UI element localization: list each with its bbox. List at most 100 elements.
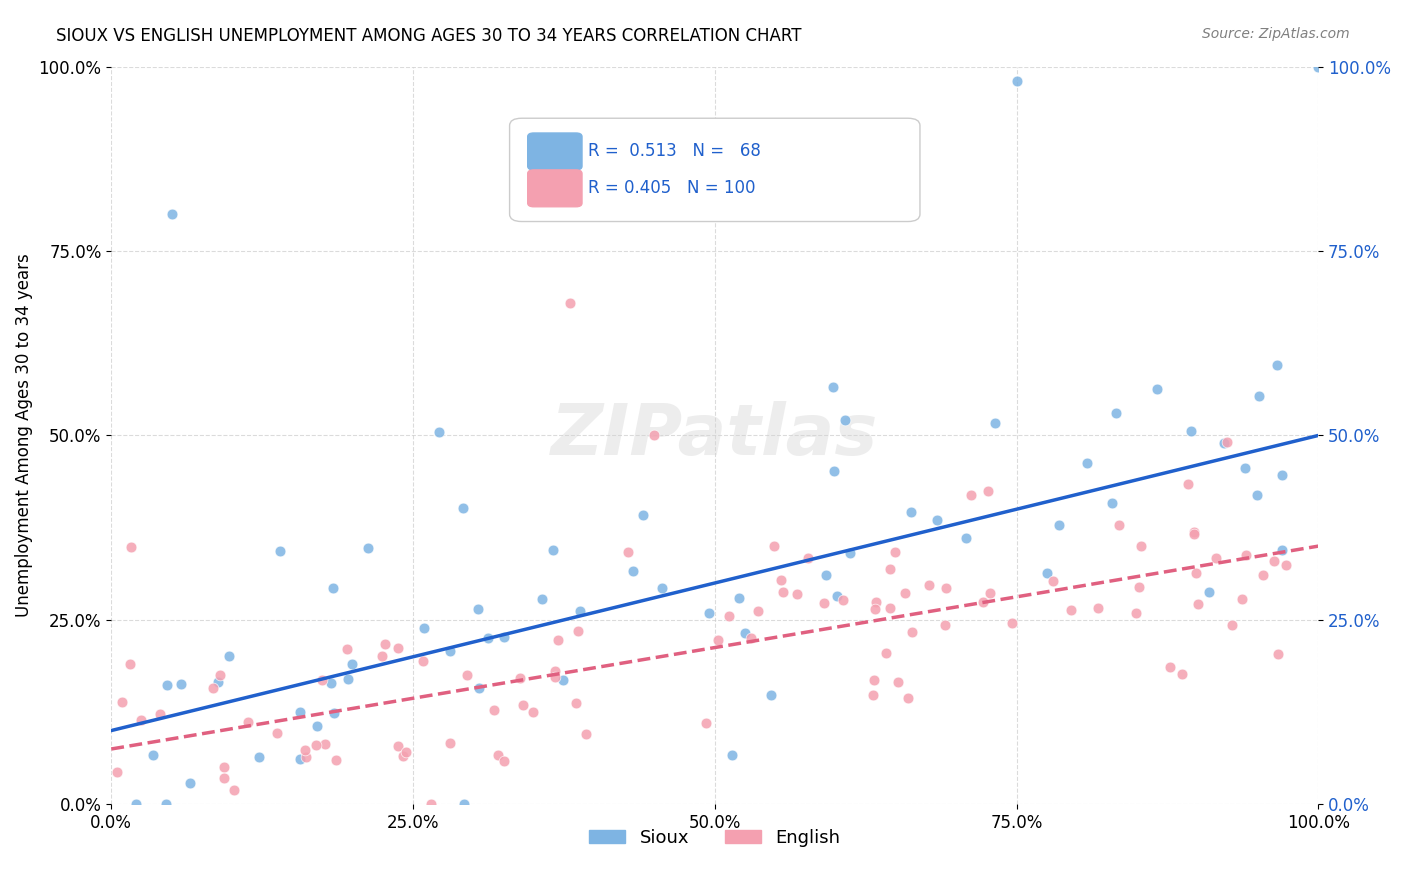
Point xyxy=(179,776,201,790)
Point xyxy=(697,607,720,621)
Point xyxy=(567,624,589,639)
Point xyxy=(155,797,177,812)
Point xyxy=(865,595,887,609)
Text: ZIPatlas: ZIPatlas xyxy=(551,401,879,470)
Point xyxy=(325,753,347,767)
Point xyxy=(214,771,236,785)
Point xyxy=(707,633,730,648)
Point xyxy=(314,737,336,751)
Point xyxy=(288,705,311,719)
Point xyxy=(170,677,193,691)
Point xyxy=(1187,597,1209,611)
Point xyxy=(879,562,901,576)
FancyBboxPatch shape xyxy=(509,119,920,221)
Point xyxy=(120,540,142,554)
FancyBboxPatch shape xyxy=(527,169,582,207)
Point xyxy=(1108,518,1130,533)
Point xyxy=(295,750,318,764)
Point xyxy=(311,673,333,687)
Point xyxy=(125,797,148,812)
Point xyxy=(156,678,179,692)
Point xyxy=(734,625,756,640)
Point xyxy=(387,739,409,754)
Point xyxy=(1198,584,1220,599)
Point xyxy=(336,673,359,687)
Point xyxy=(1230,591,1253,606)
Point xyxy=(1185,566,1208,580)
Point xyxy=(1180,424,1202,438)
Point xyxy=(1246,488,1268,502)
Point xyxy=(815,568,838,582)
Point xyxy=(1076,456,1098,470)
Point xyxy=(488,747,510,762)
Point xyxy=(420,797,443,812)
Point xyxy=(772,585,794,599)
Point xyxy=(955,531,977,545)
Point xyxy=(371,649,394,664)
Point xyxy=(900,505,922,519)
Point xyxy=(305,738,328,752)
Point xyxy=(762,540,785,554)
Point xyxy=(395,745,418,759)
Point xyxy=(621,564,644,578)
Point xyxy=(512,698,534,712)
Point xyxy=(1125,607,1147,621)
Point xyxy=(212,760,235,774)
Point xyxy=(834,413,856,427)
Point xyxy=(1001,615,1024,630)
Point xyxy=(1129,539,1152,553)
Point xyxy=(453,797,475,812)
Point xyxy=(1182,527,1205,541)
Point xyxy=(894,585,917,599)
Point xyxy=(456,667,478,681)
Point xyxy=(1128,580,1150,594)
Legend: Sioux, English: Sioux, English xyxy=(582,822,848,855)
Point xyxy=(897,691,920,706)
Text: Source: ZipAtlas.com: Source: ZipAtlas.com xyxy=(1202,27,1350,41)
Point xyxy=(492,630,515,644)
Point xyxy=(1087,600,1109,615)
Point xyxy=(960,488,983,502)
Point xyxy=(439,736,461,750)
Point xyxy=(643,428,665,442)
Point xyxy=(412,621,434,635)
Point xyxy=(1274,558,1296,572)
Point xyxy=(142,748,165,763)
Point xyxy=(307,719,329,733)
Point xyxy=(468,681,491,695)
Point xyxy=(832,593,855,607)
Point xyxy=(1036,566,1059,580)
Point xyxy=(553,673,575,687)
Point xyxy=(823,465,845,479)
Point xyxy=(209,667,232,681)
Point xyxy=(718,608,741,623)
Point xyxy=(976,483,998,498)
Point xyxy=(1146,382,1168,396)
Point xyxy=(530,591,553,606)
Point xyxy=(1251,568,1274,582)
Point xyxy=(565,696,588,710)
Point xyxy=(509,671,531,685)
Point xyxy=(1271,543,1294,558)
Point xyxy=(1220,617,1243,632)
Point xyxy=(1042,574,1064,589)
Point xyxy=(1216,434,1239,449)
Point xyxy=(865,602,887,616)
Point xyxy=(935,581,957,595)
Point xyxy=(543,542,565,557)
Point xyxy=(1171,666,1194,681)
Text: SIOUX VS ENGLISH UNEMPLOYMENT AMONG AGES 30 TO 34 YEARS CORRELATION CHART: SIOUX VS ENGLISH UNEMPLOYMENT AMONG AGES… xyxy=(56,27,801,45)
Point xyxy=(544,670,567,684)
Point xyxy=(522,705,544,719)
Point xyxy=(979,586,1001,600)
Point xyxy=(222,783,245,797)
Point xyxy=(387,640,409,655)
Point xyxy=(1205,550,1227,565)
Point xyxy=(1177,476,1199,491)
Point xyxy=(1182,524,1205,539)
Point xyxy=(1005,74,1028,88)
Point xyxy=(1101,496,1123,510)
Point xyxy=(492,755,515,769)
Point xyxy=(1105,406,1128,420)
Point xyxy=(887,674,910,689)
